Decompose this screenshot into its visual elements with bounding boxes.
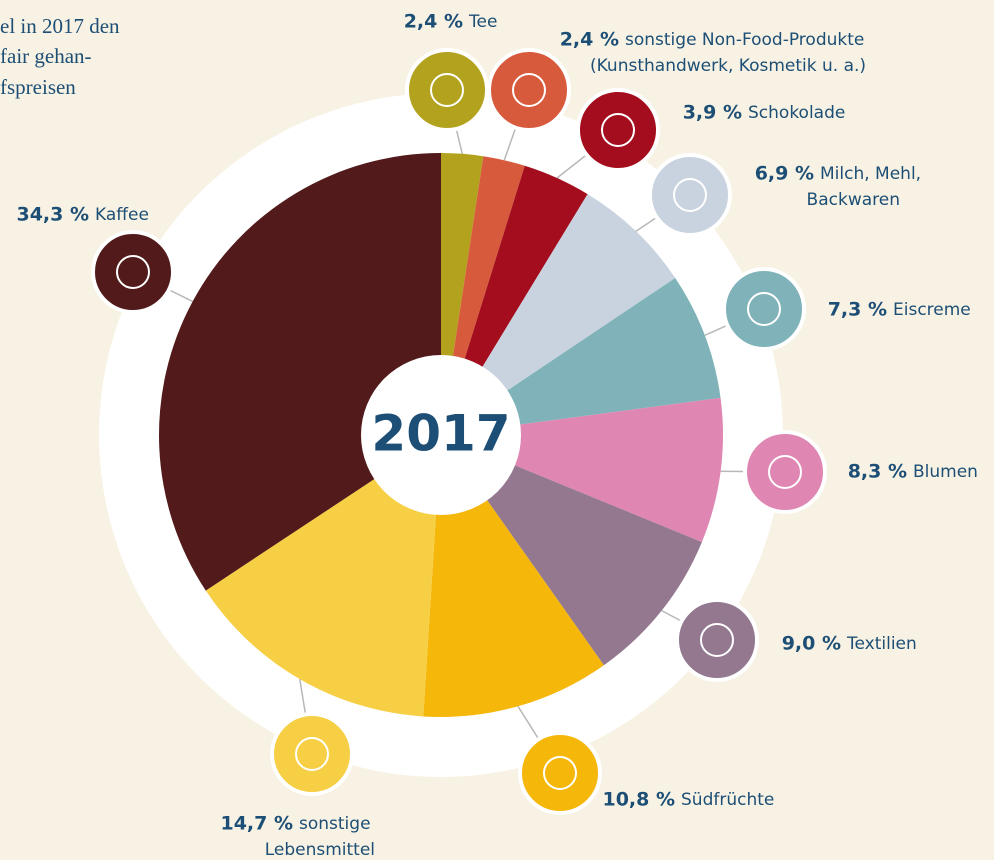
icon-glyph [116, 255, 150, 289]
icon-glyph [601, 113, 635, 147]
category-label: sonstige Lebensmittel [265, 814, 375, 860]
center-label: 2017 [371, 405, 510, 463]
value-label: 2,4 % [404, 11, 463, 33]
icon-glyph [430, 73, 464, 107]
icon [405, 48, 489, 132]
icon-glyph [768, 455, 802, 489]
slice [441, 194, 676, 435]
slice [159, 153, 441, 591]
icon [91, 230, 175, 314]
category-label: Blumen [913, 462, 978, 482]
icon [270, 712, 354, 796]
value-label: 8,3 % [848, 461, 907, 483]
intro-text: el in 2017 den [0, 14, 120, 38]
icon [518, 731, 602, 815]
value-label: 9,0 % [782, 633, 841, 655]
category-label: Tee [468, 12, 497, 32]
icon [576, 88, 660, 172]
icon-glyph [543, 756, 577, 790]
value-label: 14,7 % [220, 813, 293, 835]
value-label: 2,4 % [560, 29, 619, 51]
icon-glyph [673, 178, 707, 212]
icon [675, 598, 759, 682]
icon-glyph [512, 73, 546, 107]
icon-glyph [747, 292, 781, 326]
icon [743, 430, 827, 514]
category-label: Eiscreme [893, 300, 971, 320]
center-hole [361, 355, 521, 515]
value-label: 34,3 % [16, 204, 89, 226]
category-label: sonstige Non-Food-Produkte (Kunsthandwerk… [590, 30, 866, 76]
category-label: Milch, Mehl, Backwaren [807, 164, 922, 210]
slice [441, 277, 721, 435]
icon-glyph [700, 623, 734, 657]
category-label: Textilien [846, 634, 917, 654]
icon-glyph [295, 737, 329, 771]
category-label: Südfrüchte [681, 790, 774, 810]
slice [205, 435, 441, 717]
category-label: Kaffee [95, 205, 149, 225]
intro-text: fair gehan- [0, 44, 92, 68]
icon [648, 153, 732, 237]
category-label: Schokolade [748, 103, 845, 123]
value-label: 6,9 % [755, 163, 814, 185]
intro-text: fspreisen [0, 75, 76, 99]
icon [487, 48, 571, 132]
slice [441, 435, 702, 666]
value-label: 7,3 % [828, 299, 887, 321]
value-label: 3,9 % [683, 102, 742, 124]
value-label: 10,8 % [602, 789, 675, 811]
icon [722, 267, 806, 351]
